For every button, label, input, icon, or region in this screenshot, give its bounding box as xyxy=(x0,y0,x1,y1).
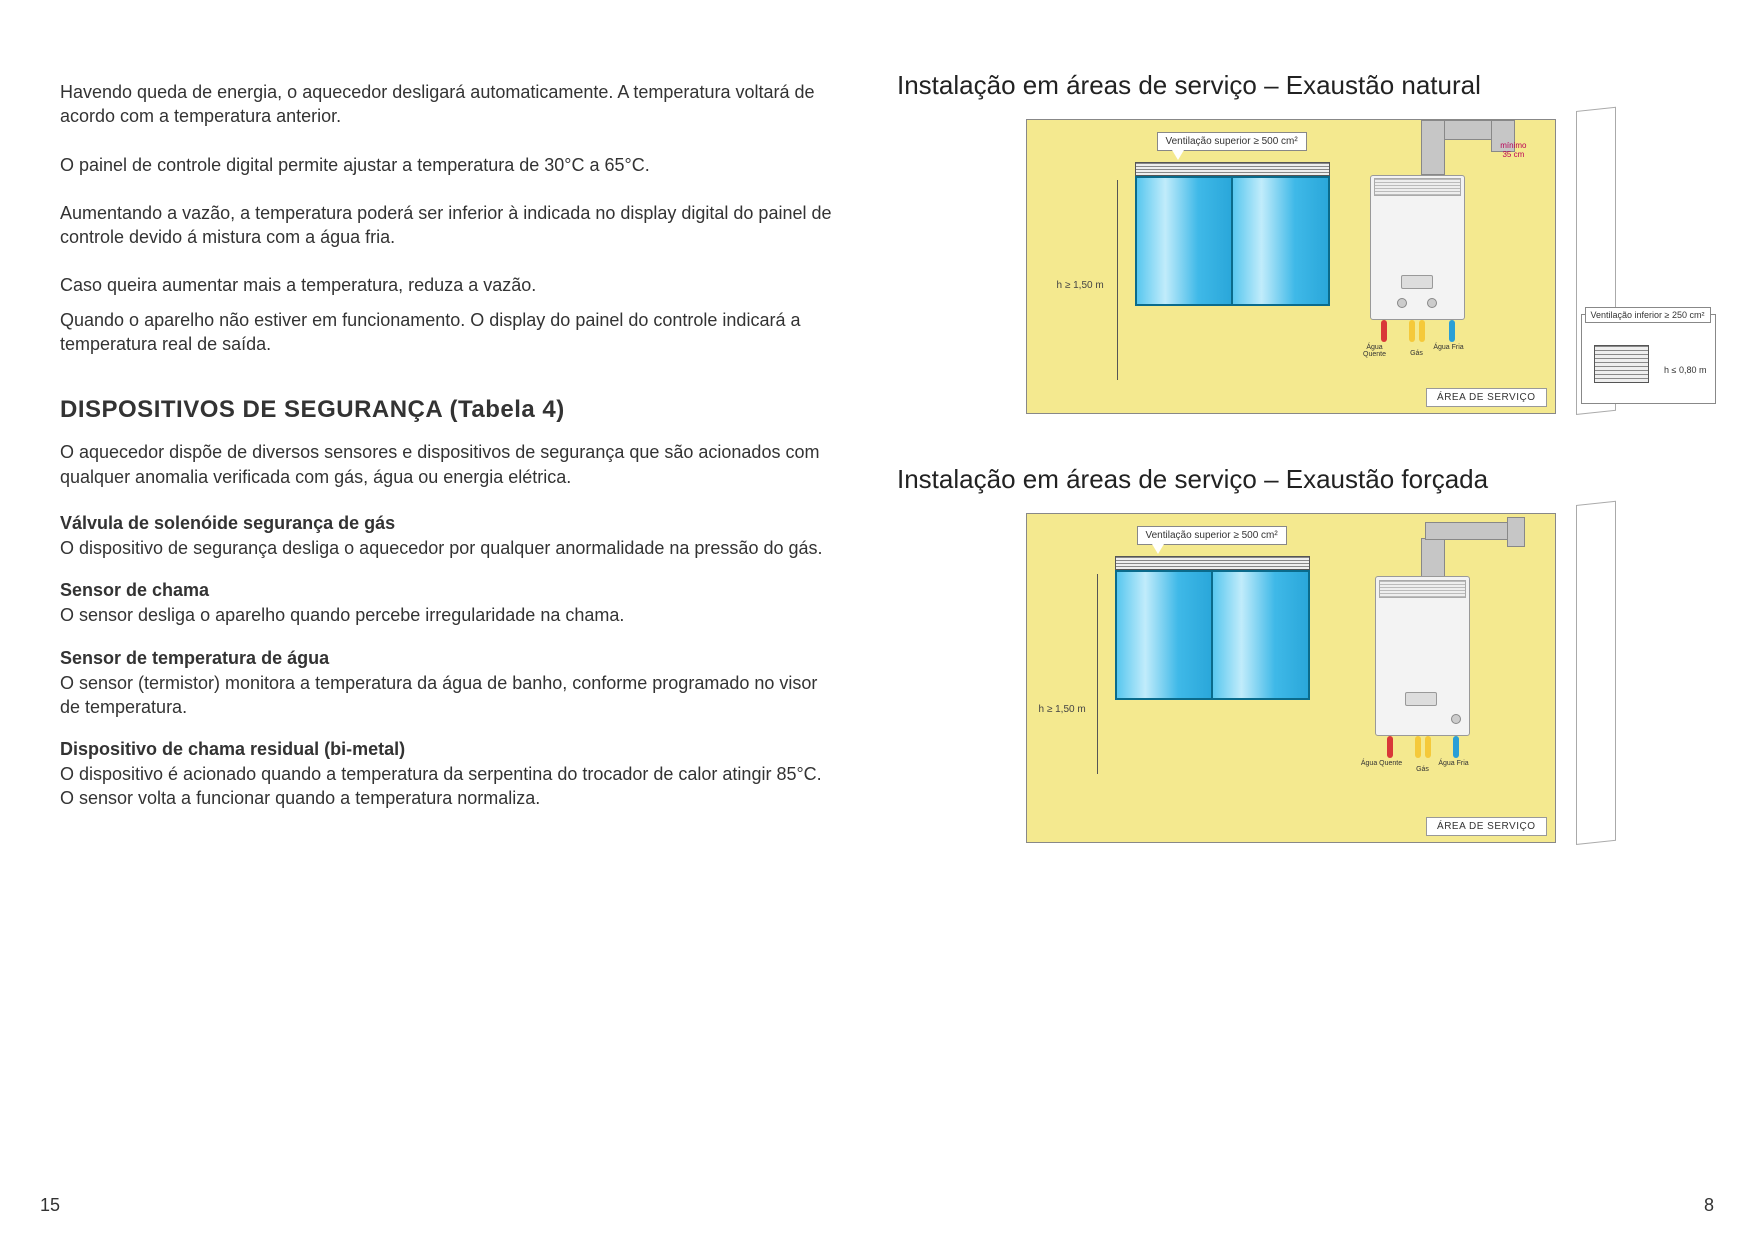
page-number-right: 8 xyxy=(1704,1195,1714,1216)
vent-superior-callout: Ventilação superior ≥ 500 cm² xyxy=(1157,132,1307,151)
tank-icon xyxy=(1233,178,1328,304)
subsection-title: Válvula de solenóide segurança de gás xyxy=(60,513,837,534)
pipe-label: Água Fria xyxy=(1429,344,1469,351)
chimney-horizontal-icon xyxy=(1425,522,1515,540)
paragraph: Havendo queda de energia, o aquecedor de… xyxy=(60,80,837,129)
heater-grill-icon xyxy=(1379,580,1466,598)
pipe-label: Água Quente xyxy=(1355,344,1395,358)
min-label-value: 35 cm xyxy=(1502,150,1524,159)
gas-pipe-icon xyxy=(1415,736,1421,758)
water-heater-icon xyxy=(1370,175,1465,320)
vent-grill-icon xyxy=(1135,162,1330,176)
tank-icon xyxy=(1117,572,1214,698)
min-label-text: mínimo xyxy=(1500,141,1526,150)
area-label: ÁREA DE SERVIÇO xyxy=(1426,388,1546,407)
gas-pipe-icon xyxy=(1425,736,1431,758)
tank-icon xyxy=(1137,178,1234,304)
diagram-forced-exhaust: Ventilação superior ≥ 500 cm² h ≥ 1,50 m xyxy=(1026,513,1596,843)
chimney-icon xyxy=(1421,538,1445,578)
heater-knob-icon xyxy=(1427,298,1437,308)
pipe-label: Água Quente xyxy=(1361,760,1403,767)
pipe-label: Gás xyxy=(1405,350,1429,357)
paragraph: O painel de controle digital permite aju… xyxy=(60,153,837,177)
tank-icon xyxy=(1213,572,1308,698)
chimney-icon xyxy=(1421,120,1445,175)
cold-water-pipe-icon xyxy=(1453,736,1459,758)
vent-grill-icon xyxy=(1115,556,1310,570)
room-background: Ventilação superior ≥ 500 cm² h ≥ 1,50 m… xyxy=(1026,119,1556,414)
subsection-title: Dispositivo de chama residual (bi-metal) xyxy=(60,739,837,760)
hot-water-pipe-icon xyxy=(1381,320,1387,342)
heater-display-icon xyxy=(1405,692,1437,706)
vent-inferior-callout: Ventilação inferior ≥ 250 cm² xyxy=(1585,307,1711,323)
diagram-natural-exhaust: Ventilação superior ≥ 500 cm² h ≥ 1,50 m… xyxy=(1026,119,1596,414)
height-label: h ≥ 1,50 m xyxy=(1039,704,1086,715)
height-label: h ≥ 1,50 m xyxy=(1057,280,1104,291)
heater-knob-icon xyxy=(1451,714,1461,724)
vent-inferior-height: h ≤ 0,80 m xyxy=(1664,365,1706,375)
dimension-line-icon xyxy=(1097,574,1098,774)
paragraph: O aquecedor dispõe de diversos sensores … xyxy=(60,440,837,489)
water-tanks xyxy=(1115,570,1310,700)
subsection-desc: O dispositivo de segurança desliga o aqu… xyxy=(60,536,837,560)
subsection-desc: O dispositivo é acionado quando a temper… xyxy=(60,762,837,811)
vent-inferior-inset: h ≤ 0,80 m xyxy=(1581,314,1716,404)
water-heater-icon xyxy=(1375,576,1470,736)
subsection-title: Sensor de temperatura de água xyxy=(60,648,837,669)
paragraph: Caso queira aumentar mais a temperatura,… xyxy=(60,273,837,297)
pipe-label: Gás xyxy=(1411,766,1435,773)
gas-pipe-icon xyxy=(1419,320,1425,342)
callout-pointer-icon xyxy=(1152,544,1164,554)
chimney-outlet-icon xyxy=(1507,517,1525,547)
subsection-desc: O sensor desliga o aparelho quando perce… xyxy=(60,603,837,627)
water-tanks xyxy=(1135,176,1330,306)
right-diagram-column: Instalação em áreas de serviço – Exaustã… xyxy=(877,0,1754,1241)
pipe-label: Água Fria xyxy=(1433,760,1475,767)
door-panel-icon xyxy=(1576,501,1616,845)
vent-superior-callout: Ventilação superior ≥ 500 cm² xyxy=(1137,526,1287,545)
heater-knob-icon xyxy=(1397,298,1407,308)
room-background: Ventilação superior ≥ 500 cm² h ≥ 1,50 m xyxy=(1026,513,1556,843)
subsection-desc: O sensor (termistor) monitora a temperat… xyxy=(60,671,837,720)
paragraph: Aumentando a vazão, a temperatura poderá… xyxy=(60,201,837,250)
heater-grill-icon xyxy=(1374,178,1461,196)
area-label: ÁREA DE SERVIÇO xyxy=(1426,817,1546,836)
page-number-left: 15 xyxy=(40,1195,60,1216)
heater-display-icon xyxy=(1401,275,1433,289)
dimension-line-icon xyxy=(1117,180,1118,380)
left-text-column: Havendo queda de energia, o aquecedor de… xyxy=(0,0,877,1241)
hot-water-pipe-icon xyxy=(1387,736,1393,758)
callout-pointer-icon xyxy=(1172,150,1184,160)
section-title: DISPOSITIVOS DE SEGURANÇA (Tabela 4) xyxy=(60,396,837,424)
subsection-title: Sensor de chama xyxy=(60,580,837,601)
cold-water-pipe-icon xyxy=(1449,320,1455,342)
diagram-title-natural: Instalação em áreas de serviço – Exaustã… xyxy=(897,70,1724,101)
vent-grill-icon xyxy=(1594,345,1649,383)
gas-pipe-icon xyxy=(1409,320,1415,342)
paragraph: Quando o aparelho não estiver em funcion… xyxy=(60,308,837,357)
min-clearance-label: mínimo 35 cm xyxy=(1500,142,1526,160)
diagram-title-forced: Instalação em áreas de serviço – Exaustã… xyxy=(897,464,1724,495)
